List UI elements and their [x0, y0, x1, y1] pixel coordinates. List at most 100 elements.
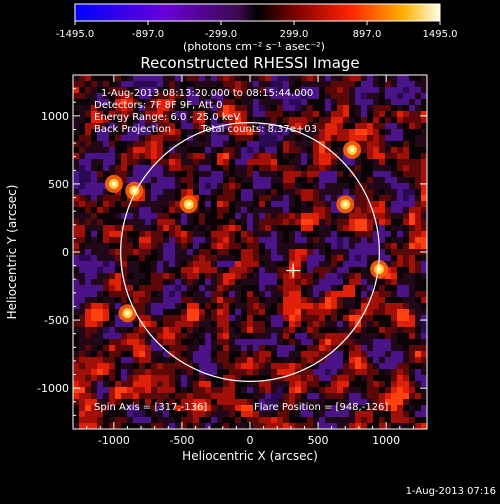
- heatmap-cell: [409, 399, 416, 406]
- heatmap-cell: [403, 405, 410, 412]
- heatmap-cell: [271, 177, 278, 184]
- heatmap-cell: [193, 195, 200, 202]
- heatmap-cell: [235, 189, 242, 196]
- heatmap-cell: [193, 165, 200, 172]
- heatmap-cell: [91, 129, 98, 136]
- heatmap-cell: [415, 315, 422, 322]
- heatmap-cell: [169, 297, 176, 304]
- heatmap-cell: [355, 279, 362, 286]
- heatmap-cell: [289, 189, 296, 196]
- heatmap-cell: [85, 297, 92, 304]
- heatmap-cell: [247, 117, 254, 124]
- heatmap-cell: [121, 207, 128, 214]
- heatmap-cell: [415, 345, 422, 352]
- heatmap-cell: [169, 339, 176, 346]
- heatmap-cell: [415, 273, 422, 280]
- heatmap-cell: [283, 117, 290, 124]
- heatmap-cell: [385, 141, 392, 148]
- heatmap-cell: [133, 291, 140, 298]
- heatmap-cell: [385, 171, 392, 178]
- heatmap-cell: [397, 123, 404, 130]
- heatmap-cell: [253, 177, 260, 184]
- heatmap-cell: [97, 351, 104, 358]
- heatmap-cell: [145, 213, 152, 220]
- heatmap-cell: [247, 165, 254, 172]
- heatmap-cell: [331, 315, 338, 322]
- heatmap-cell: [289, 393, 296, 400]
- heatmap-cell: [211, 219, 218, 226]
- heatmap-cell: [163, 399, 170, 406]
- heatmap-cell: [85, 123, 92, 130]
- heatmap-cell: [253, 417, 260, 424]
- heatmap-cell: [217, 243, 224, 250]
- heatmap-cell: [169, 207, 176, 214]
- heatmap-cell: [169, 117, 176, 124]
- heatmap-cell: [277, 399, 284, 406]
- heatmap-cell: [103, 147, 110, 154]
- heatmap-cell: [289, 129, 296, 136]
- heatmap-cell: [319, 147, 326, 154]
- heatmap-cell: [325, 333, 332, 340]
- heatmap-cell: [79, 267, 86, 274]
- heatmap-cell: [103, 315, 110, 322]
- heatmap-cell: [145, 141, 152, 148]
- heatmap-cell: [187, 153, 194, 160]
- heatmap-cell: [391, 93, 398, 100]
- heatmap-cell: [169, 195, 176, 202]
- heatmap-cell: [217, 261, 224, 268]
- heatmap-cell: [331, 369, 338, 376]
- heatmap-cell: [295, 177, 302, 184]
- heatmap-cell: [301, 267, 308, 274]
- heatmap-cell: [91, 237, 98, 244]
- heatmap-cell: [277, 135, 284, 142]
- heatmap-cell: [223, 363, 230, 370]
- heatmap-cell: [343, 273, 350, 280]
- heatmap-cell: [289, 159, 296, 166]
- heatmap-cell: [337, 381, 344, 388]
- heatmap-cell: [247, 111, 254, 118]
- heatmap-cell: [349, 195, 356, 202]
- heatmap-cell: [289, 243, 296, 250]
- heatmap-cell: [409, 225, 416, 232]
- heatmap-cell: [139, 225, 146, 232]
- heatmap-cell: [367, 117, 374, 124]
- heatmap-cell: [205, 87, 212, 94]
- heatmap-cell: [121, 123, 128, 130]
- heatmap-cell: [169, 399, 176, 406]
- heatmap-cell: [205, 381, 212, 388]
- heatmap-cell: [151, 417, 158, 424]
- heatmap-cell: [241, 123, 248, 130]
- heatmap-cell: [403, 399, 410, 406]
- heatmap-cell: [217, 111, 224, 118]
- heatmap-cell: [307, 237, 314, 244]
- heatmap-cell: [115, 327, 122, 334]
- heatmap-cell: [307, 147, 314, 154]
- heatmap-cell: [259, 363, 266, 370]
- heatmap-cell: [229, 195, 236, 202]
- heatmap-cell: [403, 417, 410, 424]
- heatmap-cell: [421, 117, 427, 124]
- heatmap-cell: [391, 225, 398, 232]
- heatmap-cell: [103, 219, 110, 226]
- heatmap-cell: [289, 165, 296, 172]
- heatmap-cell: [223, 405, 230, 412]
- heatmap-cell: [241, 273, 248, 280]
- heatmap-cell: [109, 393, 116, 400]
- heatmap-cell: [97, 279, 104, 286]
- heatmap-cell: [355, 297, 362, 304]
- heatmap-cell: [277, 81, 284, 88]
- heatmap-cell: [337, 249, 344, 256]
- heatmap-cell: [289, 75, 296, 82]
- heatmap-cell: [235, 237, 242, 244]
- heatmap-cell: [331, 123, 338, 130]
- heatmap-cell: [367, 183, 374, 190]
- heatmap-cell: [313, 315, 320, 322]
- heatmap-cell: [373, 99, 380, 106]
- heatmap-cell: [289, 351, 296, 358]
- colorbar-tick-label: 299.0: [280, 29, 309, 40]
- heatmap-cell: [73, 117, 80, 124]
- heatmap-cell: [361, 237, 368, 244]
- heatmap-cell: [235, 333, 242, 340]
- heatmap-cell: [421, 237, 427, 244]
- heatmap-cell: [289, 423, 296, 429]
